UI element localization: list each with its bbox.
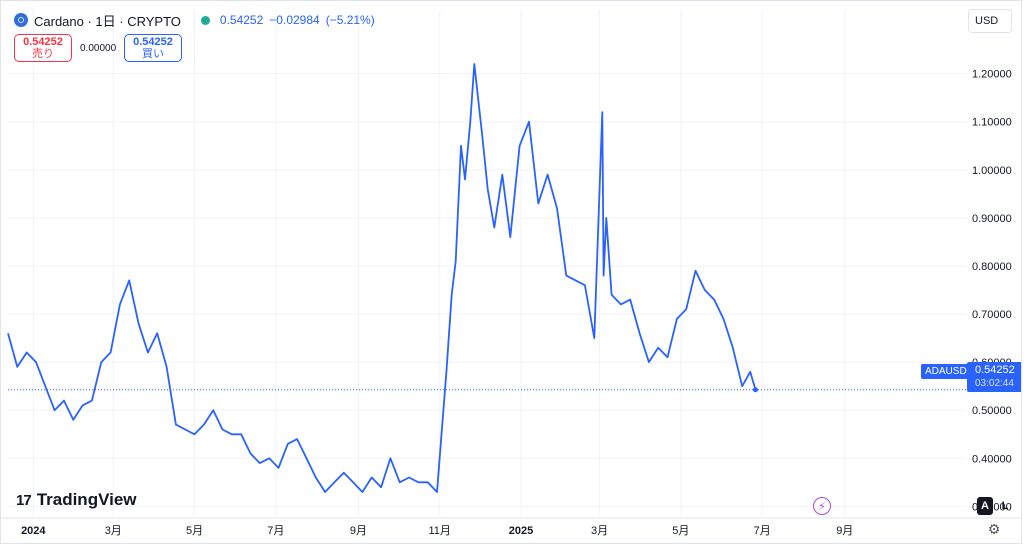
last-price-dot [752,387,758,393]
price-readout: 0.54252 −0.02984 (−5.21%) [220,13,375,27]
market-status-dot-icon [200,15,210,25]
tradingview-logo[interactable]: 17 TradingView [16,490,137,510]
x-tick-label: 3月 [105,525,122,537]
x-tick-label: 2024 [21,525,46,537]
sell-label: 売り [32,48,54,60]
x-tick-label: 7月 [267,525,284,537]
y-tick-label: 0.70000 [972,309,1012,321]
x-tick-label: 5月 [186,525,203,537]
x-tick-label: 7月 [754,525,771,537]
bar-countdown: 03:02:44 [975,378,1014,389]
buy-button[interactable]: 0.54252 買い [124,34,182,62]
buy-label: 買い [142,48,164,60]
tradingview-wordmark: TradingView [36,490,137,509]
log-scale-button[interactable]: L [1001,500,1009,512]
tradingview-mark-icon: 17 [16,491,32,509]
x-tick-label: 3月 [591,525,608,537]
auto-scale-button[interactable]: A [977,497,993,515]
buy-price: 0.54252 [133,36,173,48]
price-change: −0.02984 [269,13,320,27]
lightning-icon[interactable]: ⚡ [813,497,831,515]
y-tick-label: 0.90000 [972,213,1012,225]
price-change-pct: (−5.21%) [325,13,375,27]
x-tick-label: 9月 [350,525,367,537]
grid [8,10,966,516]
y-tick-label: 1.00000 [972,165,1012,177]
time-axis[interactable]: 2024 3月 5月 7月 9月 11月 2025 3月 5月 7月 9月 [0,517,1022,537]
sell-button[interactable]: 0.54252 売り [14,34,72,62]
currency-select[interactable]: USD [968,9,1012,33]
spread-value: 0.00000 [80,42,117,54]
x-tick-label: 11月 [428,525,450,537]
last-price: 0.54252 [219,13,264,27]
y-tick-label: 0.40000 [972,453,1012,465]
gear-icon[interactable]: ⚙ [987,521,1001,537]
sell-price: 0.54252 [23,36,63,48]
x-tick-label: 9月 [836,525,853,537]
last-price-tag: 0.54252 03:02:44 [967,362,1021,392]
symbol-price-tag: ADAUSD [921,364,971,379]
y-tick-label: 1.10000 [972,117,1012,129]
x-tick-label: 5月 [672,525,689,537]
y-tick-label: 0.50000 [972,405,1012,417]
y-tick-label: 0.80000 [972,261,1012,273]
symbol-header: Cardano · 1日 · CRYPTO 0.54252 −0.02984 (… [14,10,375,30]
x-tick-label: 2025 [509,525,533,537]
y-tick-label: 1.20000 [972,69,1012,81]
symbol-title[interactable]: Cardano · 1日 · CRYPTO [34,13,181,29]
last-price-tag-value: 0.54252 [975,364,1015,376]
cardano-logo-icon [14,13,28,27]
trade-buttons: 0.54252 売り 0.00000 0.54252 買い [14,34,182,62]
price-axis[interactable]: 0.300000.400000.500000.600000.700000.800… [972,69,1012,514]
series-line [7,63,757,493]
